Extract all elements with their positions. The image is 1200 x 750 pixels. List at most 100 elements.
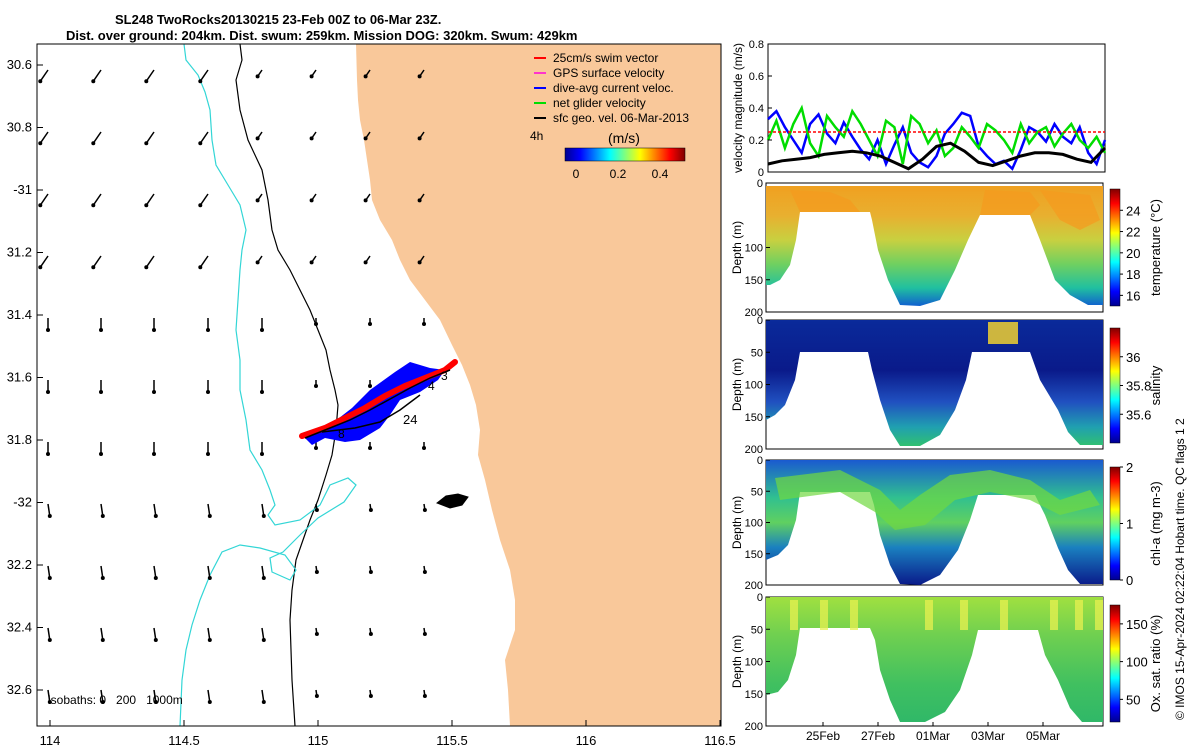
depth-tick-label: 100 [745, 243, 763, 255]
geo-velocity-arrow-head [100, 576, 105, 580]
geo-velocity-arrow-head [314, 632, 319, 636]
geo-velocity-arrow-head [363, 198, 368, 203]
geo-velocity-arrow-head [314, 446, 318, 450]
geo-velocity-arrow [47, 627, 51, 641]
geo-velocity-arrow [39, 255, 49, 268]
geo-velocity-arrow-head [417, 136, 422, 141]
geo-velocity-arrow-head [91, 79, 96, 84]
map-y-tick-label: 31.6 [7, 370, 32, 385]
geo-velocity-arrow-head [314, 322, 318, 326]
legend-label: net glider velocity [553, 96, 646, 110]
depth-tick-label: 50 [751, 624, 763, 636]
geo-velocity-arrow-head [47, 576, 52, 580]
chla-section [765, 459, 1104, 586]
geo-velocity-arrow-head [91, 265, 96, 270]
map-y-tick-labels: 30.6 30.8 -31 31.2 31.4 31.6 31.8 -32 32.2 32.4 32… [7, 57, 43, 697]
geo-velocity-arrow [199, 255, 209, 268]
chart-title-line-2: Dist. over ground: 204km. Dist. swum: 25… [66, 28, 578, 43]
credit-text: © IMOS 15-Apr-2024 02:22:04 Hobart time.… [1173, 418, 1187, 720]
time-tick-label: 01Mar [916, 729, 950, 743]
geo-velocity-arrow-head [368, 384, 372, 388]
geo-velocity-arrow-head [38, 141, 43, 146]
geo-velocity-arrow-head [363, 74, 368, 79]
geo-velocity-arrow-head [100, 514, 105, 518]
legend-label: sfc geo. vel. 06-Mar-2013 [553, 111, 689, 125]
colorbar-axis-label: temperature (°C) [1148, 199, 1163, 296]
time-tick-label: 25Feb [806, 729, 840, 743]
glider-track [299, 359, 458, 445]
temperature-fill [766, 186, 1103, 306]
geo-velocity-arrow-head [368, 694, 373, 698]
geo-velocity-arrow [100, 565, 104, 579]
colorbar-tick-2: 0.4 [652, 167, 669, 181]
geo-velocity-arrow-head [99, 390, 103, 394]
oxygen-streak [925, 600, 933, 630]
oxygen-streak [790, 600, 798, 630]
geo-velocity-arrow-head [198, 203, 203, 208]
geo-velocity-arrow-head [46, 328, 50, 332]
colorbar-tick-label: 18 [1126, 267, 1140, 282]
map-x-tick-label: 114 [40, 733, 61, 748]
geo-velocity-arrow [207, 627, 211, 641]
geo-velocity-arrow-head [422, 322, 426, 326]
geo-velocity-arrow-head [309, 74, 314, 79]
geo-velocity-arrow [153, 689, 157, 703]
track-label-8: 8 [338, 427, 345, 441]
geo-velocity-arrow-head [207, 638, 212, 642]
legend-label: GPS surface velocity [553, 66, 664, 80]
depth-tick-label: 0 [757, 315, 763, 327]
depth-axis-label: Depth (m) [730, 635, 744, 688]
geo-velocity-arrow [47, 503, 51, 517]
geo-velocity-arrow [145, 255, 155, 268]
geo-velocity-arrow-head [46, 452, 50, 456]
geo-velocity-arrow-head [417, 260, 422, 265]
geo-velocity-arrow-head [153, 514, 158, 518]
geo-velocity-arrow [100, 503, 104, 517]
geo-velocity-arrow-head [152, 452, 156, 456]
geo-velocity-arrow-head [314, 508, 319, 512]
velocity-y-tick-label: 0 [758, 167, 764, 179]
depth-tick-label: 200 [745, 721, 763, 733]
geo-velocity-arrow-head [417, 74, 422, 79]
geo-velocity-arrow [47, 565, 51, 579]
colorbar-tick-label: 150 [1126, 617, 1148, 632]
isobath-200m [235, 44, 339, 726]
depth-tick-label: 100 [745, 518, 763, 530]
section-colorbar [1109, 327, 1121, 444]
geo-velocity-arrow [100, 627, 104, 641]
colorbar-tick-label: 16 [1126, 288, 1140, 303]
oxygen-streak [850, 600, 858, 630]
velocity-y-tick-label: 0.6 [749, 71, 764, 83]
geo-velocity-arrow-head [260, 328, 264, 332]
geo-velocity-arrow [199, 131, 209, 144]
temperature-warm-patch [790, 190, 1100, 230]
depth-tick-label: 100 [745, 380, 763, 392]
velocity-y-ticks: 0 0.2 0.4 0.6 0.8 [749, 39, 772, 179]
map-x-tick-labels: 114 114.5 115 115.5 116 116.5 [40, 720, 736, 748]
map-x-tick-label: 116.5 [704, 733, 736, 748]
depth-tick-label: 50 [751, 347, 763, 359]
geo-velocity-arrow-head [260, 390, 264, 394]
geo-velocity-arrow-head [206, 328, 210, 332]
geo-velocity-arrow-head [422, 508, 427, 512]
colorbar-tick-label: 36 [1126, 350, 1140, 365]
map-x-tick-label: 115.5 [436, 733, 468, 748]
depth-axis-label: Depth (m) [730, 496, 744, 549]
geo-velocity-arrow-head [206, 452, 210, 456]
geo-velocity-arrow [261, 503, 265, 517]
geo-velocity-arrow-head [314, 384, 318, 388]
isobath-1000m [179, 44, 357, 726]
geo-velocity-arrow-head [100, 700, 105, 704]
geo-velocity-arrow [153, 627, 157, 641]
geo-velocity-arrow-head [153, 638, 158, 642]
geo-velocity-arrow-head [309, 198, 314, 203]
geo-velocity-arrow-head [91, 141, 96, 146]
land-area [356, 44, 721, 726]
geo-velocity-arrow-head [422, 632, 427, 636]
geo-velocity-arrow-head [144, 265, 149, 270]
legend-label: dive-avg current veloc. [553, 81, 674, 95]
geo-velocity-arrow-head [368, 446, 372, 450]
